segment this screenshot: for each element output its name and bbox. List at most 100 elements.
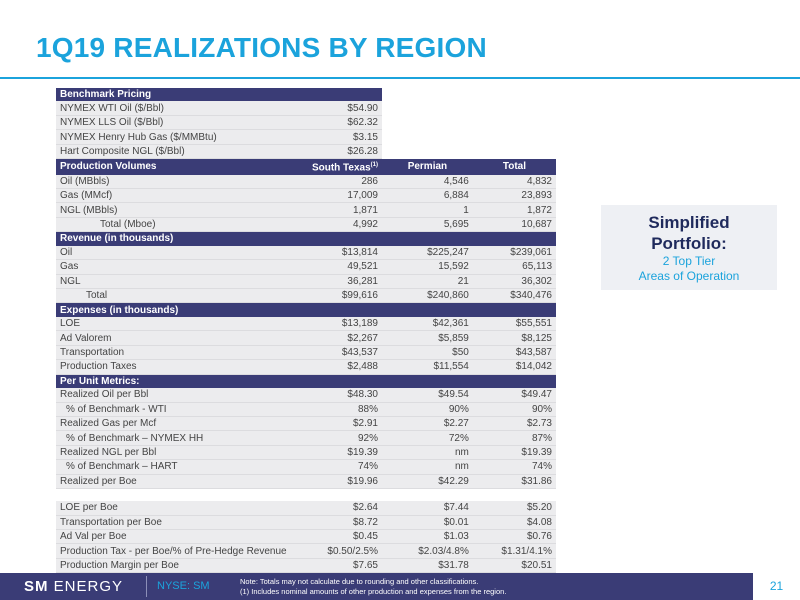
cell-south-texas: 4,992 [290, 216, 382, 233]
row-label: NYMEX WTI Oil ($/Bbl) [56, 101, 291, 116]
cell-south-texas: 92% [290, 430, 382, 446]
row-value: $26.28 [290, 144, 382, 160]
cell-south-texas: $2,488 [290, 359, 382, 375]
cell-total: $49.47 [472, 388, 556, 403]
row-label: LOE per Boe [56, 501, 291, 516]
cell-permian: nm [382, 445, 473, 461]
row-label: Ad Val per Boe [56, 529, 291, 545]
table-row: NYMEX WTI Oil ($/Bbl) $54.90 [56, 101, 556, 116]
cell-total: $8,125 [472, 330, 556, 346]
table-row-total: Total $99,616 $240,860 $340,476 [56, 288, 556, 304]
row-label: Realized NGL per Bbl [56, 445, 291, 461]
per-unit-header: Per Unit Metrics: [56, 374, 291, 389]
table-row-total: Total (Mboe) 4,992 5,695 10,687 [56, 216, 556, 233]
col-permian: Permian [382, 158, 473, 175]
table-row: NGL 36,281 21 36,302 [56, 274, 556, 290]
cell-south-texas: $0.45 [290, 529, 382, 545]
cell-south-texas: 36,281 [290, 274, 382, 290]
cell-total: 87% [472, 430, 556, 446]
footer-bar: SM ENERGY NYSE: SM Note: Totals may not … [0, 573, 800, 600]
cell-permian: $0.01 [382, 515, 473, 531]
cell-total: $31.86 [472, 474, 556, 490]
table-row: Oil (MBbls) 286 4,546 4,832 [56, 174, 556, 189]
cell-south-texas: $48.30 [290, 388, 382, 403]
row-value: $54.90 [290, 101, 382, 116]
cell-permian: 21 [382, 274, 473, 290]
cell-permian: $49.54 [382, 388, 473, 403]
cell-total: 90% [472, 402, 556, 417]
row-label: Ad Valorem [56, 330, 291, 346]
cell-permian: nm [382, 459, 473, 475]
table-spacer-row [56, 488, 556, 502]
cell-south-texas: $7.65 [290, 558, 382, 574]
cell-south-texas: $13,189 [290, 316, 382, 332]
row-label: Oil [56, 245, 291, 261]
cell-south-texas: $43,537 [290, 345, 382, 361]
table-row: Transportation $43,537 $50 $43,587 [56, 345, 556, 361]
table-row: Gas 49,521 15,592 65,113 [56, 259, 556, 275]
cell-total: $20.51 [472, 558, 556, 574]
cell-permian: 72% [382, 430, 473, 446]
cell-total: $19.39 [472, 445, 556, 461]
cell-permian: $50 [382, 345, 473, 361]
production-header: Production Volumes [56, 158, 291, 175]
cell-permian: $2.03/4.8% [382, 543, 473, 559]
table-row: LOE per Boe $2.64 $7.44 $5.20 [56, 501, 556, 516]
cell-total: 10,687 [472, 216, 556, 233]
cell-permian: $225,247 [382, 245, 473, 261]
cell-total: 1,872 [472, 202, 556, 218]
callout-line-3: 2 Top Tier [662, 254, 716, 268]
row-label: Production Margin per Boe [56, 558, 291, 574]
cell-permian: $42,361 [382, 316, 473, 332]
cell-total: 23,893 [472, 188, 556, 204]
table-row: Realized Gas per Mcf $2.91 $2.27 $2.73 [56, 416, 556, 432]
cell-permian: 5,695 [382, 216, 473, 233]
page-number: 21 [753, 573, 800, 600]
cell-permian: 90% [382, 402, 473, 417]
ticker-symbol: NYSE: SM [146, 576, 210, 597]
cell-south-texas: $99,616 [290, 288, 382, 304]
table-row: NGL (MBbls) 1,871 1 1,872 [56, 202, 556, 218]
revenue-header-row: Revenue (in thousands) [56, 231, 556, 246]
row-value: $3.15 [290, 129, 382, 145]
cell-total: $340,476 [472, 288, 556, 304]
revenue-header: Revenue (in thousands) [56, 231, 291, 246]
table-row: Realized per Boe $19.96 $42.29 $31.86 [56, 474, 556, 490]
row-label: Realized Gas per Mcf [56, 416, 291, 432]
table-row: Production Taxes $2,488 $11,554 $14,042 [56, 359, 556, 375]
cell-total: $1.31/4.1% [472, 543, 556, 559]
callout-line-1: Simplified [648, 213, 730, 232]
benchmark-header-row: Benchmark Pricing [56, 88, 556, 102]
logo-energy: ENERGY [53, 578, 124, 595]
table-row: % of Benchmark - WTI 88% 90% 90% [56, 402, 556, 417]
table-row: NYMEX LLS Oil ($/Bbl) $62.32 [56, 115, 556, 131]
cell-total: 65,113 [472, 259, 556, 275]
cell-south-texas: 286 [290, 174, 382, 189]
cell-total: $239,061 [472, 245, 556, 261]
cell-permian: $5,859 [382, 330, 473, 346]
cell-permian: $240,860 [382, 288, 473, 304]
cell-permian: $31.78 [382, 558, 473, 574]
title-divider [0, 77, 800, 79]
footnote-line-2: (1) Includes nominal amounts of other pr… [240, 587, 507, 596]
cell-total: 4,832 [472, 174, 556, 189]
production-header-row: Production Volumes South Texas(1) Permia… [56, 158, 556, 175]
table-row: Production Margin per Boe $7.65 $31.78 $… [56, 558, 556, 574]
row-label: Oil (MBbls) [56, 174, 291, 189]
cell-total: $14,042 [472, 359, 556, 375]
cell-south-texas: $0.50/2.5% [290, 543, 382, 559]
cell-permian: $2.27 [382, 416, 473, 432]
cell-permian: $1.03 [382, 529, 473, 545]
cell-south-texas: $2.64 [290, 501, 382, 516]
cell-permian: $11,554 [382, 359, 473, 375]
table-row: % of Benchmark – HART 74% nm 74% [56, 459, 556, 475]
simplified-portfolio-callout: Simplified Portfolio: 2 Top Tier Areas o… [601, 205, 777, 290]
cell-permian: $7.44 [382, 501, 473, 516]
cell-south-texas: $13,814 [290, 245, 382, 261]
table-row: NYMEX Henry Hub Gas ($/MMBtu) $3.15 [56, 129, 556, 145]
row-label: NYMEX LLS Oil ($/Bbl) [56, 115, 291, 131]
row-label: Transportation [56, 345, 291, 361]
cell-total: $0.76 [472, 529, 556, 545]
table-row: Realized Oil per Bbl $48.30 $49.54 $49.4… [56, 388, 556, 403]
expenses-header: Expenses (in thousands) [56, 302, 291, 317]
